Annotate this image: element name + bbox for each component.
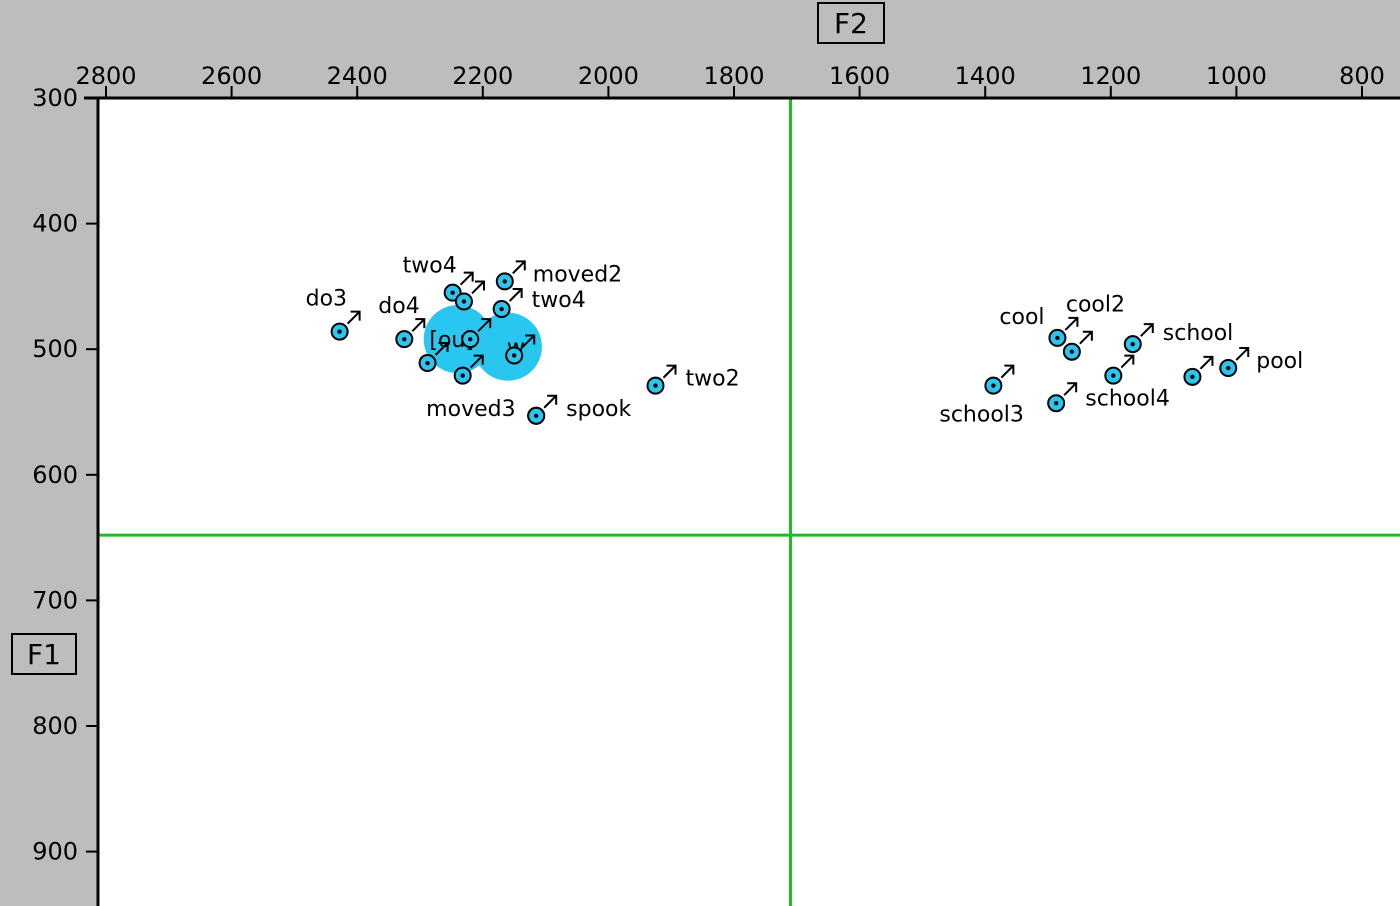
point-arrow [508,288,523,302]
plot-area [98,98,1400,906]
point-label: cool2 [1066,293,1125,318]
data-point-center [512,353,517,358]
data-point-center [1226,365,1231,371]
x-tick-label: 1000 [1206,62,1267,90]
point-label: two4 [532,288,586,313]
data-point-center [460,373,465,378]
y-tick-label: 300 [32,84,78,112]
data-point-center [337,329,342,334]
point-arrow [512,260,526,275]
data-point-center [1111,373,1116,378]
data-point-center [1053,401,1059,406]
mean-circle [473,312,542,381]
y-tick-label: 400 [32,210,78,238]
data-point-center [468,336,473,342]
data-point-center [533,413,539,418]
x-tick-label: 2600 [201,62,262,90]
x-tick-label: 1200 [1080,62,1141,90]
point-arrow [477,318,492,332]
x-tick-label: 1400 [955,62,1016,90]
x-tick-label: 1600 [829,62,890,90]
x-tick-label: 2800 [75,62,136,90]
point-arrow [1140,323,1154,337]
point-arrow [521,334,536,349]
point-arrow [469,354,484,369]
x-axis-title-box [817,2,885,44]
y-tick-label: 700 [32,586,78,614]
point-label: spook [566,397,631,422]
data-point-center [991,383,996,388]
data-point-center [499,306,504,312]
point-label: school4 [1085,387,1170,412]
data-point-center [653,383,658,388]
y-tick-label: 800 [32,712,78,740]
point-label: school [1163,321,1234,346]
data-point-center [1055,335,1060,341]
x-tick-label: 800 [1339,62,1385,90]
y-tick-label: 500 [32,335,78,363]
data-point-center [502,279,507,284]
point-label: moved3 [426,397,515,422]
point-arrow [471,280,485,295]
data-point-center [1130,341,1135,347]
x-tick-label: 1800 [703,62,764,90]
point-label: moved2 [533,262,622,287]
point-arrow [434,342,449,356]
data-point-center [402,336,407,342]
x-tick-label: 2000 [578,62,639,90]
data-point-center [1190,374,1195,380]
point-arrow [1000,364,1015,379]
point-arrow [543,394,558,409]
x-tick-label: 2200 [452,62,513,90]
y-axis-title: F1 [27,638,61,671]
x-tick-label: 2400 [327,62,388,90]
data-point-center [425,360,430,366]
point-arrow [1235,347,1250,361]
point-label: do3 [306,287,347,312]
y-tick-label: 900 [32,838,78,866]
point-label: school3 [939,403,1024,428]
point-arrow [1120,354,1135,369]
point-label: cool [999,305,1044,330]
point-arrow [1079,330,1093,345]
data-point-center [1069,349,1075,354]
point-arrow [346,310,361,325]
point-arrow [459,271,474,286]
data-point-center [450,290,455,295]
point-label: two2 [686,367,740,392]
point-arrow [1063,382,1078,396]
point-label: pool [1256,349,1303,374]
y-tick-label: 600 [32,461,78,489]
point-arrow [662,364,677,379]
point-label: two4 [403,254,457,279]
point-arrow [1199,355,1214,370]
point-arrow [411,318,426,332]
data-point-center [461,299,467,304]
x-axis-title: F2 [834,7,868,40]
point-arrow [1064,316,1079,331]
point-label: do4 [378,294,419,319]
y-axis-title-box [11,633,77,675]
